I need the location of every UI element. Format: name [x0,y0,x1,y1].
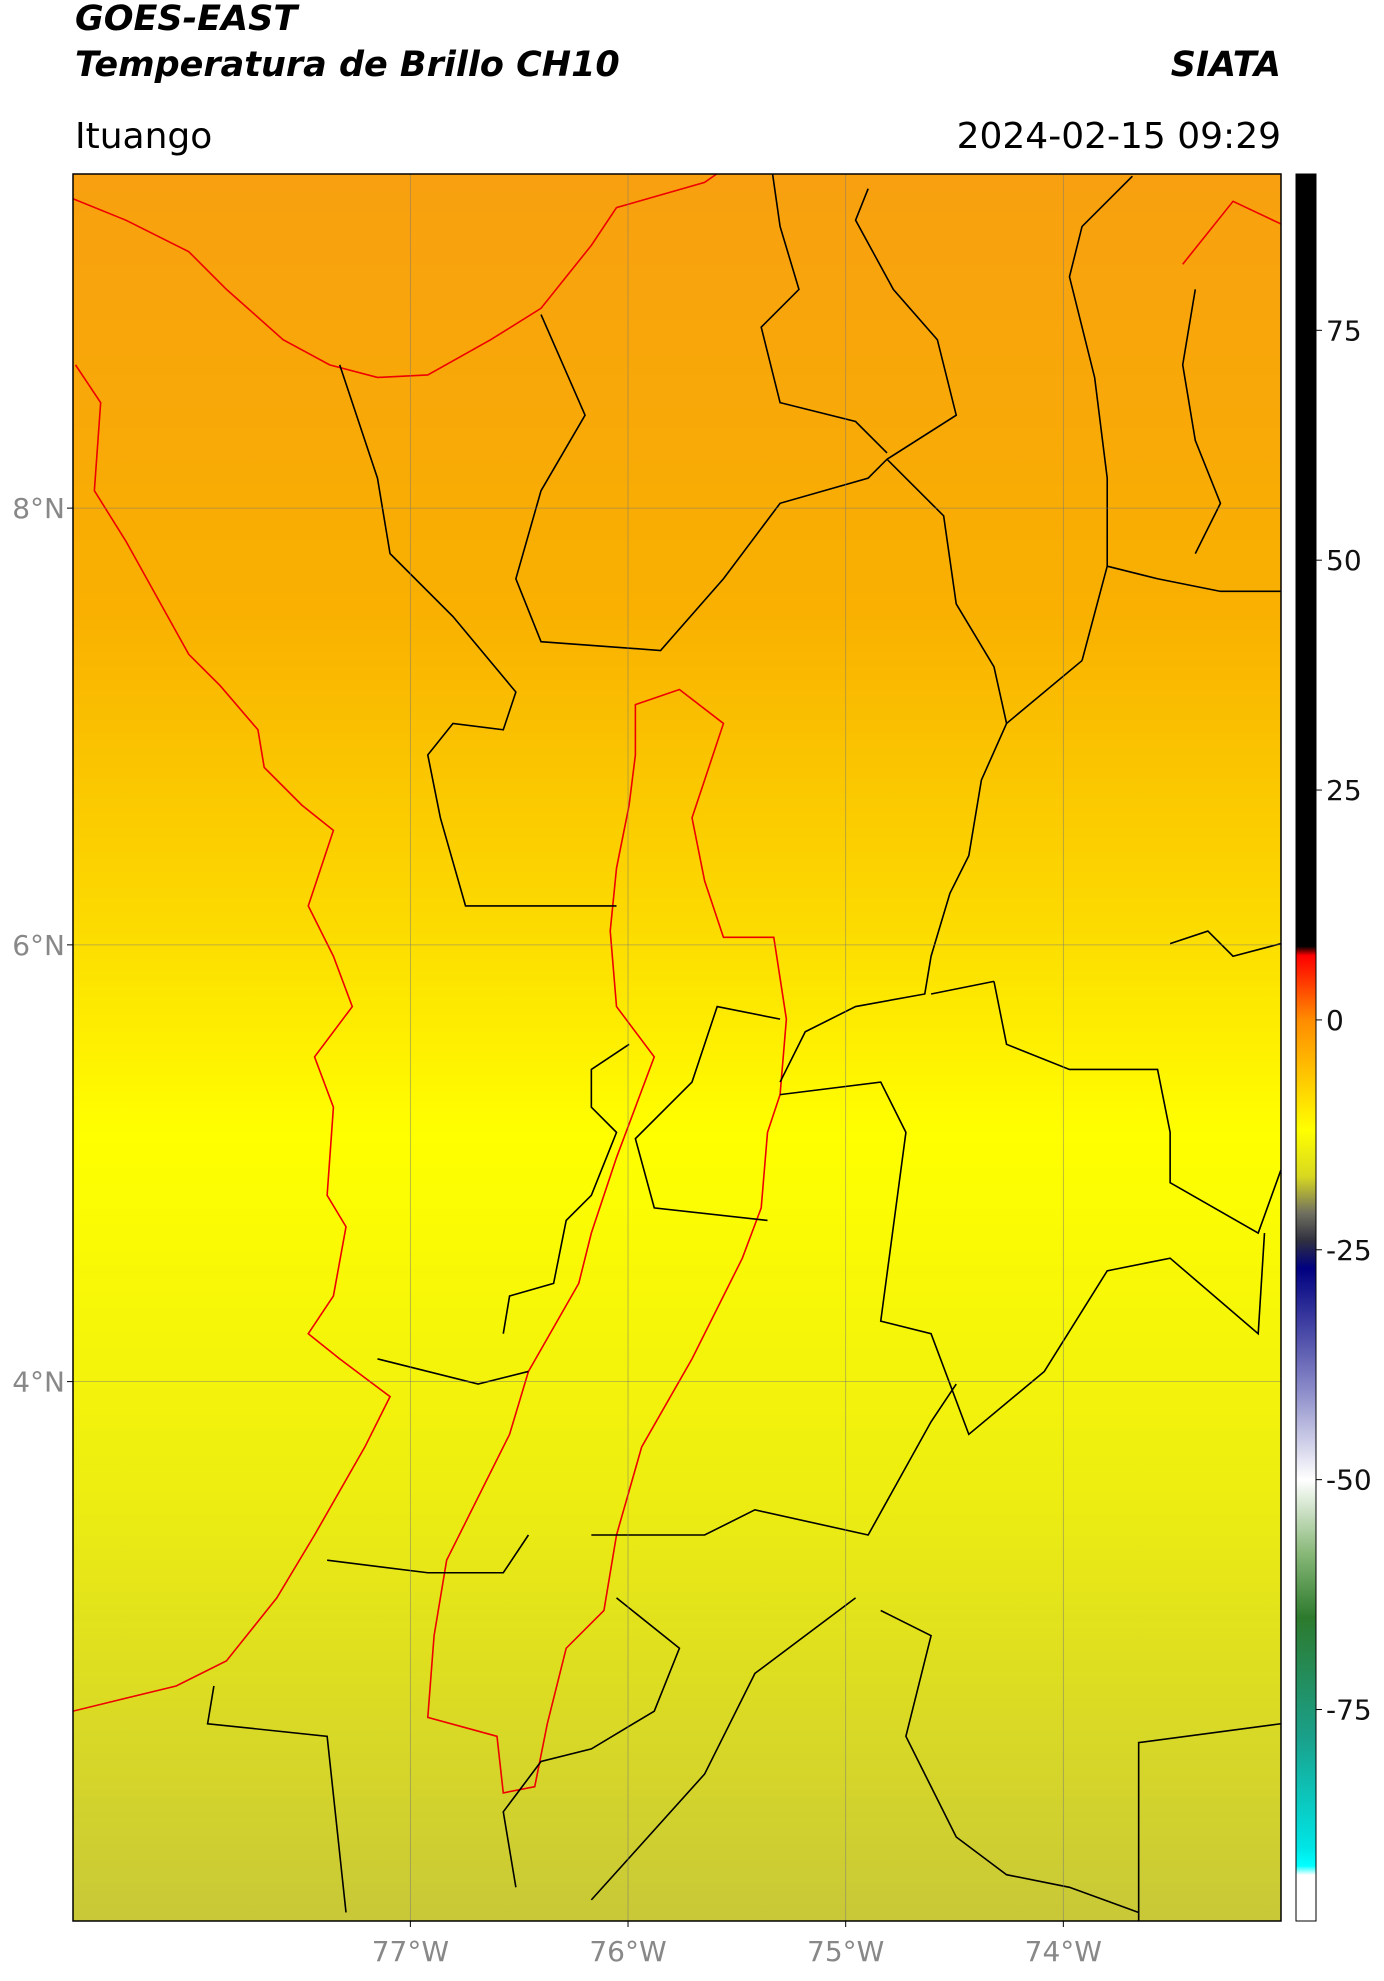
lat-tick-label: 8°N [12,492,65,525]
datetime: 2024-02-15 09:29 [957,116,1281,157]
map-background [73,174,1281,1921]
subtitle: Temperatura de Brillo CH10 [75,45,620,85]
map-frame [72,173,1282,1922]
colorbar-tick-label: 50 [1326,544,1362,577]
admin-borders [208,138,1281,1921]
region-outline [428,689,787,1792]
title: GOES-EAST [75,0,300,39]
colorbar-tick-label: 75 [1326,314,1362,347]
source: SIATA [1171,45,1281,85]
colorbar [1295,173,1317,1922]
colorbar-tick-label: -25 [1326,1234,1372,1267]
colorbar-tick-label: -75 [1326,1694,1372,1727]
place: Ituango [75,116,212,157]
lon-tick-label: 75°W [807,1935,884,1968]
lon-tick-label: 74°W [1025,1935,1102,1968]
map [73,138,1281,1921]
coastline [73,174,1281,1712]
colorbar-tick-label: -50 [1326,1464,1372,1497]
colorbar-tick-label: 25 [1326,774,1362,807]
lon-tick-label: 76°W [589,1935,666,1968]
lon-tick-label: 77°W [372,1935,449,1968]
lat-tick-label: 6°N [12,929,65,962]
lat-tick-label: 4°N [12,1366,65,1399]
colorbar-tick-label: 0 [1326,1004,1344,1037]
boundaries [73,138,1281,1921]
